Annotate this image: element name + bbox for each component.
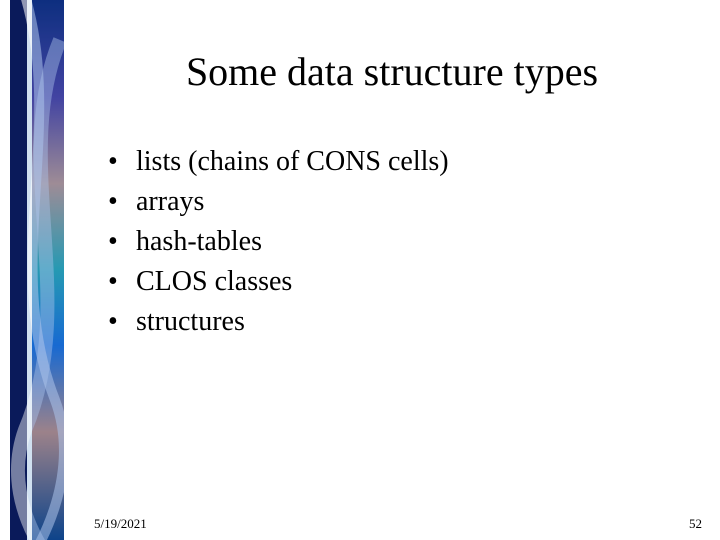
list-item: • hash-tables	[108, 225, 720, 259]
bullet-list: • lists (chains of CONS cells) • arrays …	[108, 145, 720, 339]
footer-page-number: 52	[689, 516, 702, 532]
bullet-text: CLOS classes	[136, 265, 292, 299]
bullet-icon: •	[108, 305, 136, 339]
slide-title: Some data structure types	[64, 48, 720, 95]
bullet-text: lists (chains of CONS cells)	[136, 145, 449, 179]
slide-content: Some data structure types • lists (chain…	[64, 0, 720, 540]
bullet-text: structures	[136, 305, 245, 339]
list-item: • structures	[108, 305, 720, 339]
list-item: • lists (chains of CONS cells)	[108, 145, 720, 179]
sidebar-decoration	[0, 0, 64, 540]
bullet-icon: •	[108, 265, 136, 299]
footer-date: 5/19/2021	[94, 516, 147, 532]
list-item: • CLOS classes	[108, 265, 720, 299]
bullet-icon: •	[108, 185, 136, 219]
list-item: • arrays	[108, 185, 720, 219]
bullet-text: arrays	[136, 185, 204, 219]
bullet-icon: •	[108, 145, 136, 179]
bullet-icon: •	[108, 225, 136, 259]
bullet-text: hash-tables	[136, 225, 262, 259]
